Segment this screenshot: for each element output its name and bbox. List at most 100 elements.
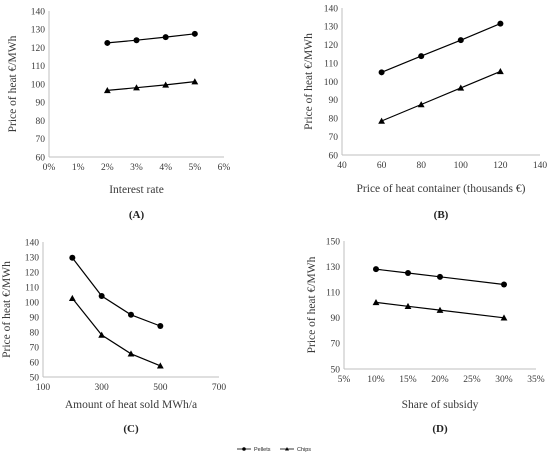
chart-c-y-tick-label: 110 [25,283,39,293]
chart-b-x-tick-label: 140 [533,161,548,171]
chart-b-y-tick-label: 100 [324,78,339,88]
chart-c-y-tick-label: 140 [25,238,40,248]
chart-b-y-tick-label: 140 [324,4,339,14]
chart-d-pellets-point [405,270,411,276]
chart-a-pellets-point [191,30,198,37]
chart-d-panel-label: (D) [432,423,448,435]
chart-a-x-tick-label: 4% [159,163,172,173]
chart-b-y-tick-label: 80 [329,115,339,125]
chart-a-y-tick-label: 90 [36,99,46,109]
chart-b-x-tick-label: 100 [454,161,469,171]
chart-a-x-tick-label: 0% [43,163,56,173]
chart-c-chips-line [71,297,161,367]
chart-a-pellets-point [133,37,140,44]
chart-a-y-tick-label: 60 [36,153,46,163]
chart-a-y-tick-label: 130 [31,26,46,36]
chart-d-x-axis-title: Share of subsidy [402,399,479,411]
chart-b-y-tick-label: 60 [329,151,339,161]
chart-d-y-tick-label: 150 [326,237,341,247]
chart-a-y-tick-label: 120 [31,44,46,54]
chart-a-chips-line [107,81,195,91]
chart-b-pellets-point [457,37,464,44]
chart-a-x-axis-title: Interest rate [109,184,164,196]
chart-b-y-tick-label: 120 [324,41,339,51]
legend-chips-label: Chips [297,447,311,453]
chart-a-chips-point [191,78,199,85]
chart-c-x-tick-label: 700 [212,383,227,393]
chart-d-y-axis-title: Price of heat €/MWh [306,256,318,353]
chart-b-y-tick-label: 90 [329,96,339,106]
chart-d-y-tick-label: 70 [331,340,341,350]
chart-b-x-axis-title: Price of heat container (thousands €) [357,183,526,195]
chart-a-chips-point [133,84,140,91]
chart-a: 60 70 80 90 100 110 120 130 140 0% 1% 2% 3% 4% 5% 6% Int… [7,7,230,221]
chart-d-y-tick-label: 110 [326,289,340,299]
chart-b-pellets-line [381,23,501,73]
chart-b-x-tick-label: 40 [337,161,347,171]
chart-d-pellets-point [501,281,507,288]
chart-d-chips-point [500,314,508,321]
chart-b-panel-label: (B) [434,209,449,221]
chart-a-y-tick-label: 70 [36,135,46,145]
chart-c-y-tick-label: 60 [30,358,40,368]
chart-b-chips-point [417,101,425,108]
chart-c-y-axis-title: Price of heat €/MWh [1,261,13,358]
chart-d-chips-line [375,301,505,319]
chart-d-x-tick-label: 10% [367,375,385,385]
chart-a-x-tick-label: 1% [72,163,85,173]
chart-a-y-tick-label: 100 [31,80,46,90]
chart-c-y-tick-label: 50 [30,373,40,383]
chart-c-x-tick-label: 300 [95,383,110,393]
chart-b-x-tick-label: 60 [377,161,387,171]
legend-pellets-marker [242,447,246,451]
chart-d-y-tick-label: 130 [326,263,341,273]
chart-a-x-tick-label: 2% [101,163,114,173]
charts-layer: 60 70 80 90 100 110 120 130 140 0% 1% 2% 3% 4% 5% 6% Int… [1,4,547,435]
chart-b-chips-line [381,70,501,122]
chart-d-x-tick-label: 35% [527,375,545,385]
chart-a-chips-point [162,81,170,88]
legend-pellets-label: Pellets [254,447,271,453]
chart-a-pellets-point [162,34,169,41]
chart-c-pellets-point [157,323,164,329]
chart-c-x-tick-label: 500 [153,383,168,393]
chart-a-x-tick-label: 5% [188,163,201,173]
chart-d-y-tick-label: 50 [331,365,341,375]
chart-a-y-tick-label: 140 [31,7,46,17]
chart-b-y-tick-label: 70 [329,133,339,143]
chart-c-y-tick-label: 100 [25,298,40,308]
chart-b-y-axis-title: Price of heat €/MWh [303,33,315,130]
chart-d-chips-point [436,306,444,313]
chart-c-chips-point [98,331,106,338]
chart-c-chips-point [156,362,164,369]
chart-c-y-tick-label: 130 [25,253,40,263]
chart-b-x-tick-label: 120 [493,161,508,171]
chart-c-y-tick-label: 120 [25,268,40,278]
legend: Pellets Chips [237,447,311,453]
chart-c-pellets-point [98,293,105,299]
chart-a-x-tick-label: 6% [218,163,231,173]
chart-c-chips-point [127,350,135,357]
chart-b-x-tick-label: 80 [416,161,426,171]
chart-d-x-tick-label: 20% [431,375,449,385]
chart-d-chips-point [372,299,380,306]
chart-d-x-tick-label: 15% [399,375,417,385]
chart-b-pellets-point [497,20,504,27]
chart-a-y-tick-label: 80 [36,117,46,127]
chart-b-pellets-point [418,53,425,60]
chart-a-y-tick-label: 110 [31,62,45,72]
chart-a-x-tick-label: 3% [130,163,143,173]
chart-c-pellets-line [71,257,161,327]
legend-chips-marker [285,447,289,451]
chart-d: 50 70 90 110 130 150 5% 10% 15% 20% 25% 30% 35% Share… [306,237,545,435]
chart-d-y-tick-label: 90 [331,314,341,324]
chart-d-x-tick-label: 5% [338,375,351,385]
chart-b-pellets-point [378,69,385,76]
chart-c-chips-point [68,294,76,301]
chart-c-x-tick-label: 100 [36,383,51,393]
chart-c-x-axis-title: Amount of heat sold MWh/a [65,399,197,411]
chart-c: 50 60 70 80 90 100 110 120 130 140 100 300 500 700 Amo… [1,238,226,435]
chart-c-pellets-point [128,311,134,318]
chart-c-panel-label: (C) [123,423,139,435]
chart-a-y-axis-title: Price of heat €/MWh [7,35,19,132]
